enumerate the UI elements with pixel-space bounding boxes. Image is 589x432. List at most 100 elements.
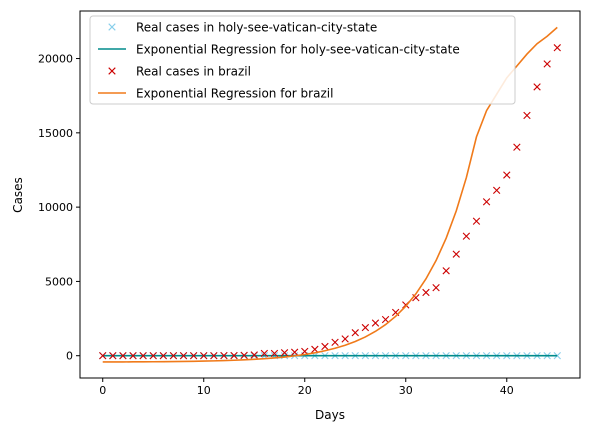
series-2-point-26-stroke-b <box>361 323 370 332</box>
series-2-point-4 <box>139 352 147 360</box>
series-2-point-24 <box>341 335 349 343</box>
legend-label-0: Real cases in holy-see-vatican-city-stat… <box>136 21 377 35</box>
x-tick-label-2: 20 <box>298 384 312 397</box>
series-2-point-34-stroke-b <box>442 267 450 275</box>
series-2-point-1 <box>109 352 117 360</box>
series-2-point-3 <box>129 352 137 360</box>
series-2-point-37 <box>472 217 481 225</box>
series-2-point-43-stroke-b <box>533 83 541 91</box>
series-2-point-14 <box>240 351 248 360</box>
series-2-point-5-stroke-b <box>149 352 157 360</box>
series-0-point-45 <box>553 352 561 360</box>
legend: Real cases in holy-see-vatican-city-stat… <box>89 15 516 105</box>
legend-label-2: Real cases in brazil <box>136 65 251 79</box>
x-tick-label-4: 40 <box>500 384 514 397</box>
series-2-point-22 <box>321 342 329 351</box>
series-2-point-27 <box>371 319 380 327</box>
series-2-point-35-stroke-b <box>452 250 460 258</box>
series-2-point-12-stroke-b <box>220 351 228 360</box>
plot-area <box>99 26 561 363</box>
series-2-point-21-stroke-b <box>311 345 319 354</box>
series-2-point-6 <box>159 352 168 360</box>
series-2-point-0-stroke-b <box>99 352 107 360</box>
series-3-line <box>102 26 558 363</box>
series-0-point-45-stroke-b <box>553 352 561 360</box>
series-2-point-17 <box>270 349 279 358</box>
legend-handle-2-stroke-b <box>108 67 116 75</box>
x-tick-label-3: 30 <box>399 384 413 397</box>
series-2-point-31-stroke-b <box>412 294 420 302</box>
series-2-point-39 <box>492 186 501 195</box>
series-2-point-26 <box>361 323 370 332</box>
series-2-point-1-stroke-b <box>109 352 117 360</box>
series-2-point-12 <box>220 351 228 360</box>
series-2-point-43 <box>533 83 541 91</box>
series-2-point-44 <box>543 60 551 68</box>
series-2-point-34 <box>442 267 450 275</box>
x-axis-label: Days <box>315 408 345 422</box>
x-tick-label-0: 0 <box>99 384 106 397</box>
series-2-point-25 <box>351 329 359 337</box>
series-2-point-36-stroke-b <box>462 232 471 240</box>
series-2-point-5 <box>149 352 157 360</box>
series-2-point-9 <box>189 352 198 360</box>
series-2-point-17-stroke-b <box>270 349 279 358</box>
series-2-point-13 <box>230 351 238 360</box>
series-2-point-8 <box>179 352 188 360</box>
series-2-point-8-stroke-b <box>179 352 188 360</box>
legend-label-3: Exponential Regression for brazil <box>136 87 333 101</box>
series-2-point-7-stroke-b <box>169 352 178 360</box>
series-2-point-42 <box>523 111 531 120</box>
series-2-point-10-stroke-b <box>200 352 208 360</box>
series-2-point-28-stroke-b <box>381 315 390 324</box>
series-2-point-23-stroke-b <box>331 338 339 346</box>
series-2-point-39-stroke-b <box>492 186 501 195</box>
series-2-point-33-stroke-b <box>432 283 440 292</box>
series-2-point-15-stroke-b <box>250 351 258 359</box>
series-2-point-4-stroke-b <box>139 352 147 360</box>
series-2-point-38-stroke-b <box>482 198 491 206</box>
series-2-point-13-stroke-b <box>230 351 238 360</box>
y-tick-label-3: 15000 <box>38 127 73 140</box>
series-2-point-11 <box>210 351 218 360</box>
series-2-point-3-stroke-b <box>129 352 137 360</box>
y-tick-label-0: 0 <box>66 350 73 363</box>
series-2-point-24-stroke-b <box>341 335 349 343</box>
series-2-point-16-stroke-b <box>260 349 269 358</box>
series-2-point-36 <box>462 232 471 240</box>
series-2-point-40 <box>503 171 511 179</box>
series-2-point-44-stroke-b <box>543 60 551 68</box>
series-2-point-7 <box>169 352 178 360</box>
series-2-points <box>99 44 561 360</box>
series-2-point-40-stroke-b <box>503 171 511 179</box>
series-2-point-25-stroke-b <box>351 329 359 337</box>
legend-handle-0-stroke-b <box>108 23 116 31</box>
series-2-point-0 <box>99 352 107 360</box>
x-tick-label-1: 10 <box>197 384 211 397</box>
series-2-point-2-stroke-b <box>119 352 127 360</box>
series-2-point-33 <box>432 283 440 292</box>
series-2-point-9-stroke-b <box>189 352 198 360</box>
legend-handle-2 <box>108 67 116 75</box>
legend-label-1: Exponential Regression for holy-see-vati… <box>136 43 460 57</box>
series-2-point-45 <box>553 44 561 52</box>
series-2-point-32 <box>422 288 430 297</box>
series-2-point-28 <box>381 315 390 324</box>
series-2-point-45-stroke-b <box>553 44 561 52</box>
series-2-point-23 <box>331 338 339 346</box>
y-tick-label-1: 5000 <box>45 275 73 288</box>
series-2-point-29-stroke-b <box>391 308 400 317</box>
series-2-point-18-stroke-b <box>280 349 289 357</box>
series-2-point-27-stroke-b <box>371 319 380 327</box>
series-2-point-37-stroke-b <box>472 217 481 225</box>
series-2-point-32-stroke-b <box>422 288 430 297</box>
y-axis-label: Cases <box>11 177 25 213</box>
series-2-point-21 <box>311 345 319 354</box>
legend-handle-0 <box>108 23 116 31</box>
series-2-point-18 <box>280 349 289 357</box>
series-2-point-14-stroke-b <box>240 351 248 360</box>
series-2-point-11-stroke-b <box>210 351 218 360</box>
series-2-point-41 <box>513 143 521 151</box>
series-2-point-42-stroke-b <box>523 111 531 120</box>
